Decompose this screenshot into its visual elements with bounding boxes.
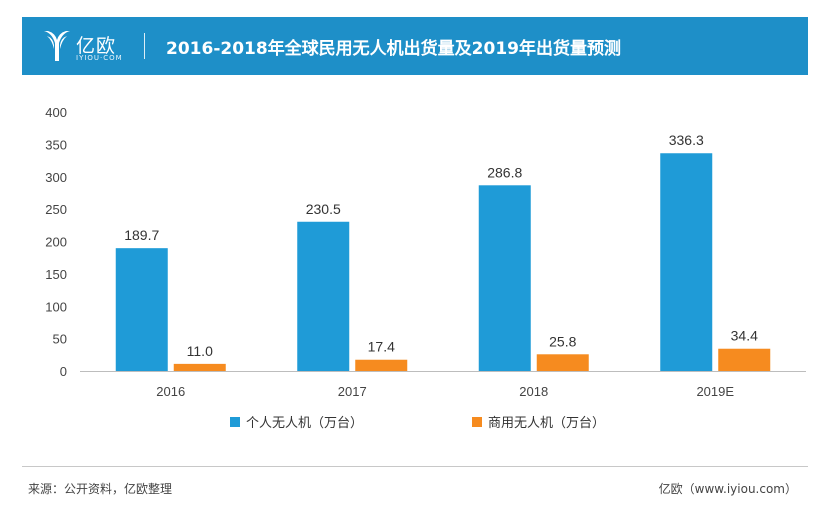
source-note: 来源：公开资料，亿欧整理	[28, 482, 173, 496]
bar-commercial	[536, 354, 589, 371]
y-tick-label: 0	[60, 364, 67, 379]
header-banner: 亿欧 IYIOU·COM 2016-2018年全球民用无人机出货量及2019年出…	[22, 17, 808, 75]
bar-personal	[478, 185, 531, 371]
bar-commercial	[173, 363, 226, 371]
bar-personal	[297, 221, 350, 371]
logo-subtext: IYIOU·COM	[76, 54, 123, 62]
bar-personal	[660, 153, 713, 371]
site-credit: 亿欧（www.iyiou.com）	[658, 482, 797, 496]
footer-divider	[22, 466, 808, 467]
data-label: 34.4	[731, 328, 758, 344]
x-tick-label: 2019E	[696, 384, 734, 399]
y-tick-label: 350	[45, 137, 67, 152]
y-tick-label: 400	[45, 105, 67, 120]
y-tick-label: 50	[53, 332, 67, 347]
data-label: 25.8	[549, 333, 576, 349]
y-tick-label: 150	[45, 267, 67, 282]
logo: 亿欧 IYIOU·COM	[42, 27, 152, 67]
x-tick-label: 2016	[156, 384, 185, 399]
header-divider	[144, 33, 145, 59]
y-tick-label: 200	[45, 235, 67, 250]
data-label: 17.4	[368, 339, 395, 355]
x-tick-label: 2018	[519, 384, 548, 399]
bar-commercial	[355, 359, 408, 371]
bar-personal	[115, 248, 168, 371]
x-tick-label: 2017	[338, 384, 367, 399]
data-label: 336.3	[669, 132, 704, 148]
data-label: 11.0	[187, 343, 213, 359]
data-label: 286.8	[487, 164, 522, 180]
data-label: 189.7	[124, 227, 159, 243]
legend-label-personal: 个人无人机（万台）	[246, 416, 363, 431]
logo-text: 亿欧	[76, 35, 117, 57]
legend-swatch-commercial	[472, 417, 482, 427]
chart-title: 2016-2018年全球民用无人机出货量及2019年出货量预测	[166, 39, 621, 59]
legend-swatch-personal	[230, 417, 240, 427]
y-tick-label: 250	[45, 202, 67, 217]
y-tick-label: 300	[45, 170, 67, 185]
data-label: 230.5	[306, 201, 341, 217]
legend-label-commercial: 商用无人机（万台）	[488, 416, 605, 431]
bar-commercial	[718, 348, 771, 371]
logo-icon	[44, 31, 70, 61]
bar-chart: 0 50 100 150 200 250 300 350 400 189.7 11.0 2016 230…	[45, 105, 806, 431]
y-tick-label: 100	[45, 299, 67, 314]
